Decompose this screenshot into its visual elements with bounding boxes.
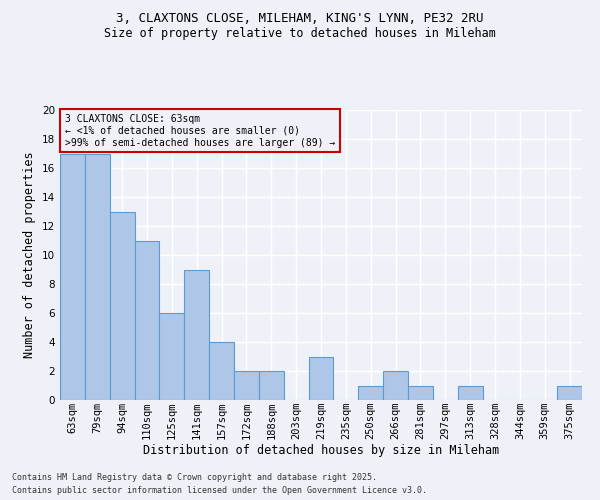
Bar: [408, 386, 433, 400]
Bar: [358, 386, 383, 400]
Text: 3, CLAXTONS CLOSE, MILEHAM, KING'S LYNN, PE32 2RU: 3, CLAXTONS CLOSE, MILEHAM, KING'S LYNN,…: [116, 12, 484, 26]
Bar: [557, 386, 582, 400]
Text: Size of property relative to detached houses in Mileham: Size of property relative to detached ho…: [104, 28, 496, 40]
X-axis label: Distribution of detached houses by size in Mileham: Distribution of detached houses by size …: [143, 444, 499, 458]
Y-axis label: Number of detached properties: Number of detached properties: [23, 152, 37, 358]
Bar: [85, 154, 110, 400]
Bar: [209, 342, 234, 400]
Text: 3 CLAXTONS CLOSE: 63sqm
← <1% of detached houses are smaller (0)
>99% of semi-de: 3 CLAXTONS CLOSE: 63sqm ← <1% of detache…: [65, 114, 335, 148]
Bar: [458, 386, 482, 400]
Bar: [60, 154, 85, 400]
Text: Contains HM Land Registry data © Crown copyright and database right 2025.: Contains HM Land Registry data © Crown c…: [12, 474, 377, 482]
Bar: [234, 371, 259, 400]
Bar: [383, 371, 408, 400]
Bar: [160, 313, 184, 400]
Bar: [110, 212, 134, 400]
Bar: [184, 270, 209, 400]
Text: Contains public sector information licensed under the Open Government Licence v3: Contains public sector information licen…: [12, 486, 427, 495]
Bar: [308, 356, 334, 400]
Bar: [259, 371, 284, 400]
Bar: [134, 240, 160, 400]
